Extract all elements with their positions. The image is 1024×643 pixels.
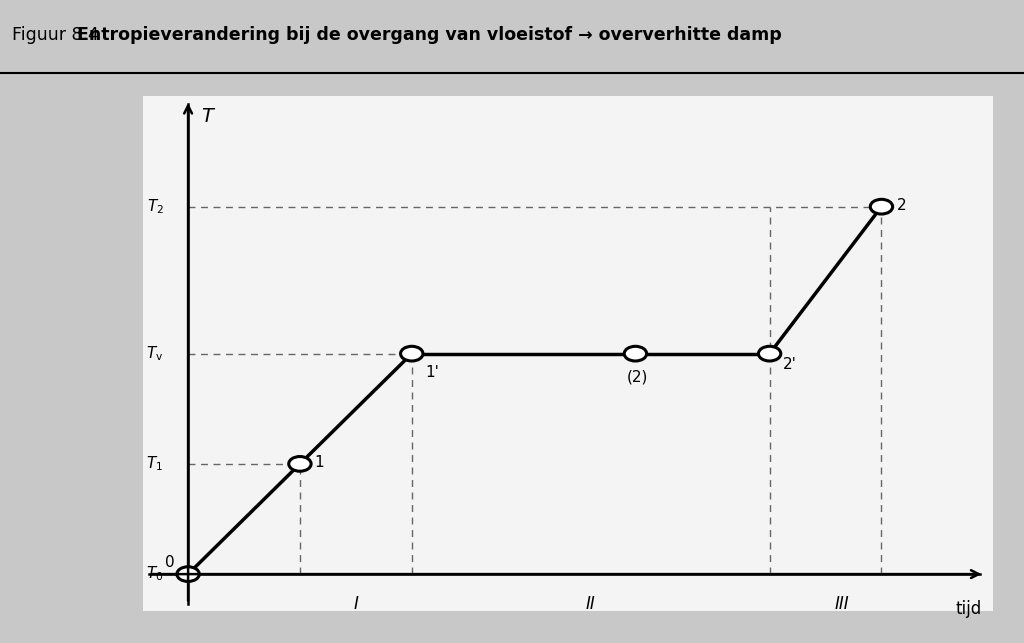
Text: 2': 2': [783, 358, 797, 372]
Text: $T_\mathrm{v}$: $T_\mathrm{v}$: [146, 344, 164, 363]
Text: T: T: [202, 107, 213, 127]
Circle shape: [759, 347, 780, 361]
Text: I: I: [353, 595, 358, 613]
Text: Entropieverandering bij de overgang van vloeistof → oververhitte damp: Entropieverandering bij de overgang van …: [77, 26, 781, 44]
Text: 1': 1': [425, 365, 439, 379]
Text: tijd: tijd: [955, 600, 982, 618]
Text: $T_1$: $T_1$: [146, 455, 164, 473]
Circle shape: [400, 347, 423, 361]
Circle shape: [870, 199, 893, 214]
Text: III: III: [835, 595, 850, 613]
Circle shape: [177, 566, 200, 581]
Text: 0: 0: [165, 556, 175, 570]
Text: Figuur 8.4: Figuur 8.4: [12, 26, 108, 44]
Text: II: II: [586, 595, 596, 613]
Circle shape: [625, 347, 646, 361]
Text: $T_2$: $T_2$: [146, 197, 164, 216]
Text: 1: 1: [314, 455, 324, 470]
Circle shape: [289, 457, 311, 471]
Text: (2): (2): [627, 370, 648, 385]
Text: $T_0$: $T_0$: [146, 565, 164, 583]
Text: 2: 2: [897, 197, 906, 213]
